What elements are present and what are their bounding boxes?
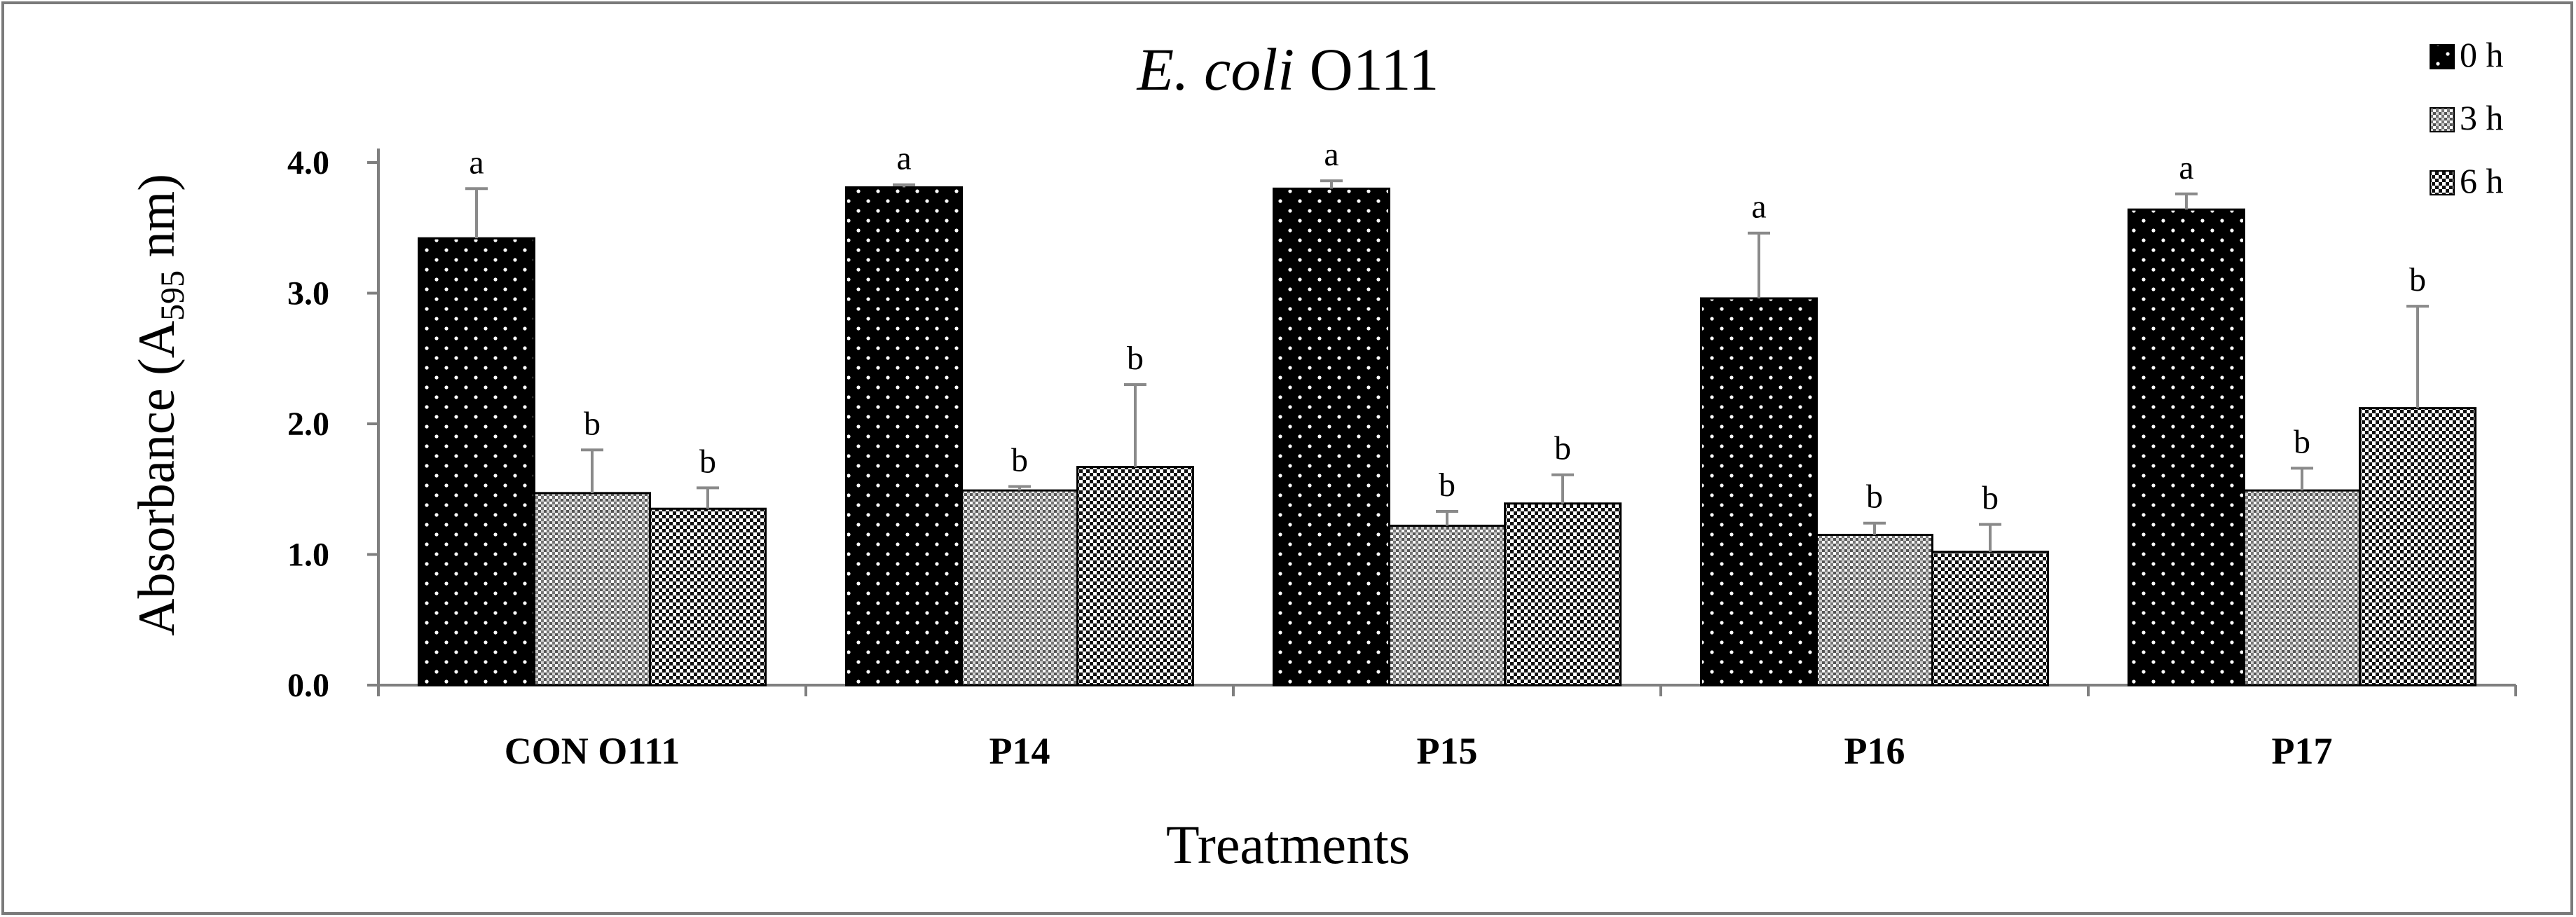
significance-letter: b — [584, 405, 601, 442]
y-axis-label: Absorbance (A595 nm) — [128, 174, 191, 636]
significance-letter: b — [1554, 430, 1571, 467]
significance-letter: b — [699, 443, 716, 480]
bar-3h-p14 — [961, 489, 1078, 687]
bar-6h-con-o111 — [649, 507, 767, 687]
bar-0h-con-o111 — [418, 237, 535, 687]
bar-0h-p17 — [2128, 208, 2245, 687]
y-axis-label-prefix: Absorbance (A — [128, 321, 186, 636]
y-axis-label-suffix: nm) — [128, 174, 186, 270]
significance-letter: a — [469, 144, 484, 181]
bar-6h-p16 — [1931, 551, 2049, 687]
chart-title: E. coli O111 — [1136, 36, 1439, 103]
legend-swatch-0h — [2430, 44, 2455, 69]
significance-letter: b — [1982, 480, 1999, 517]
x-axis-label: Treatments — [1166, 814, 1410, 875]
error-bars — [465, 179, 2429, 552]
significance-letter: b — [2294, 423, 2310, 460]
bar-0h-p15 — [1273, 187, 1390, 687]
y-tick-label: 4.0 — [287, 144, 329, 181]
bar-0h-p16 — [1700, 297, 1818, 687]
bar-3h-p17 — [2243, 489, 2361, 687]
y-tick-label: 0.0 — [287, 667, 329, 704]
x-tick-label: P14 — [989, 730, 1050, 772]
legend-label-6h: 6 h — [2460, 161, 2504, 200]
legend-label-0h: 0 h — [2460, 35, 2504, 74]
significance-letters: a b b a b b a b b a b b a b b — [469, 136, 2426, 516]
significance-letter: a — [896, 140, 911, 177]
x-tick-label: CON O111 — [505, 730, 680, 772]
significance-letter: a — [1324, 136, 1338, 173]
significance-letter: b — [1127, 340, 1144, 377]
x-tick-label: P17 — [2272, 730, 2333, 772]
y-tick-label: 2.0 — [287, 406, 329, 443]
bar-6h-p14 — [1076, 466, 1194, 687]
x-tick-labels: CON O111 P14 P15 P16 P17 — [505, 730, 2333, 772]
chart-title-plain: O111 — [1294, 36, 1439, 103]
bar-3h-p15 — [1388, 524, 1506, 687]
x-tick-label: P16 — [1844, 730, 1905, 772]
legend-label-3h: 3 h — [2460, 98, 2504, 137]
chart-title-italic: E. coli — [1136, 36, 1295, 103]
significance-letter: b — [1439, 467, 1455, 504]
bars — [418, 186, 2476, 687]
significance-letter: b — [1011, 442, 1028, 479]
x-tick-label: P15 — [1417, 730, 1478, 772]
significance-letter: b — [1866, 478, 1883, 516]
significance-letter: a — [2179, 149, 2193, 186]
legend-swatch-6h — [2430, 170, 2455, 195]
significance-letter: a — [1751, 188, 1766, 226]
bar-3h-con-o111 — [533, 492, 651, 687]
y-tick-label: 3.0 — [287, 275, 329, 312]
y-tick-label: 1.0 — [287, 537, 329, 574]
bar-0h-p14 — [845, 186, 963, 687]
legend: 0 h 3 h 6 h — [2430, 35, 2504, 200]
bar-6h-p15 — [1504, 502, 1622, 687]
y-tick-labels: 0.0 1.0 2.0 3.0 4.0 — [287, 144, 329, 704]
legend-swatch-3h — [2430, 107, 2455, 132]
y-axis-label-subscript: 595 — [154, 270, 191, 321]
significance-letter: b — [2409, 261, 2426, 298]
bar-3h-p16 — [1816, 534, 1933, 687]
bar-6h-p17 — [2359, 407, 2476, 687]
